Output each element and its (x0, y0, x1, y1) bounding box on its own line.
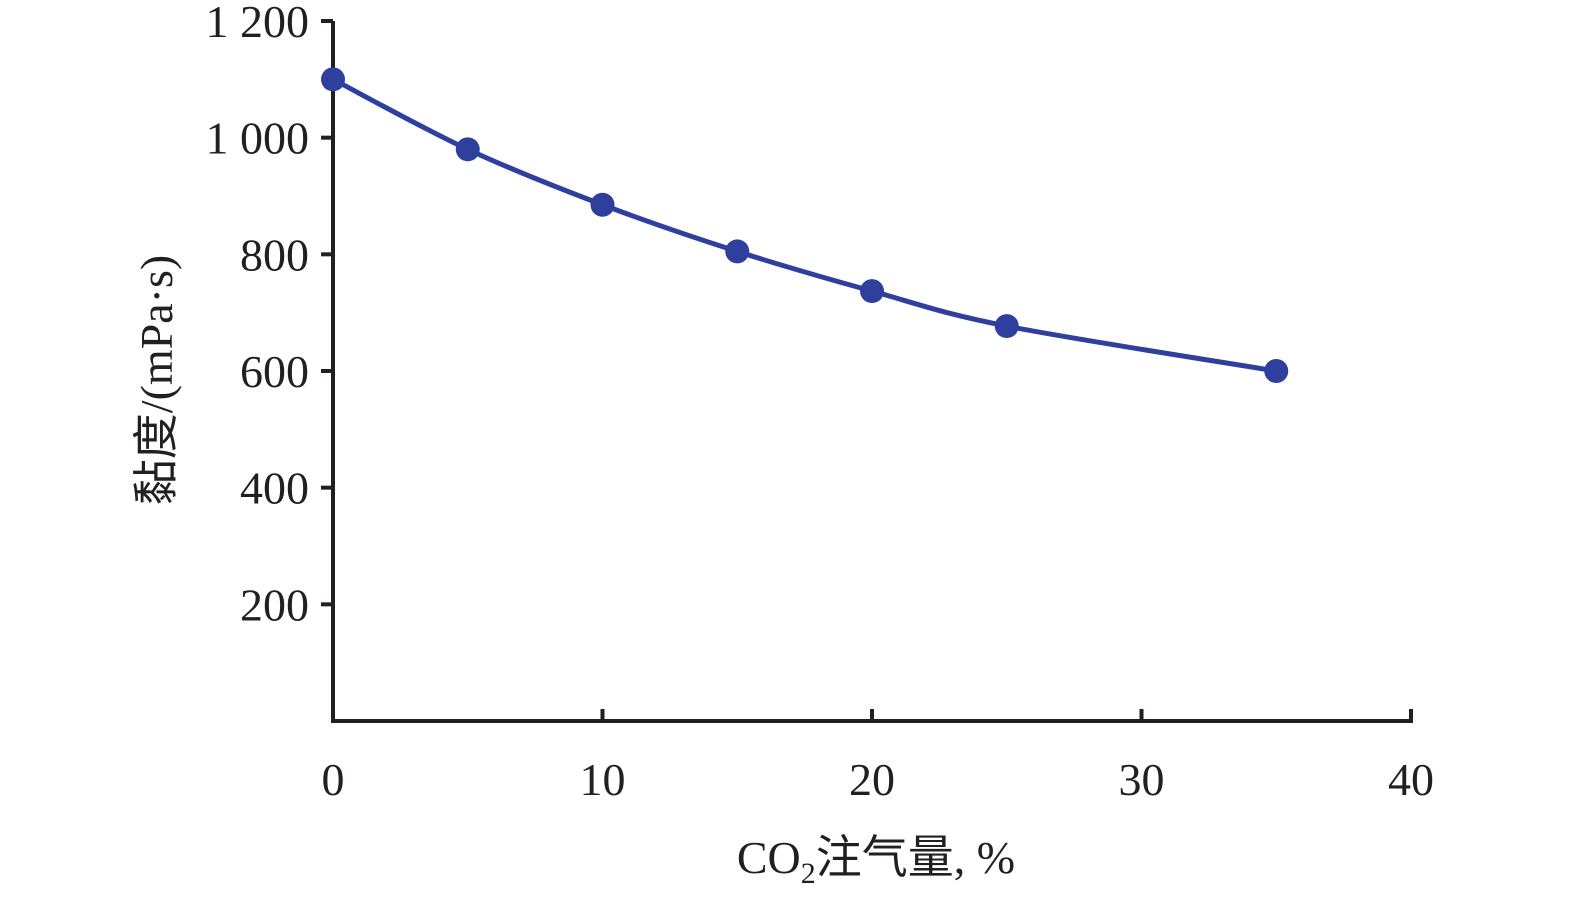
data-point (860, 279, 884, 304)
data-point (994, 314, 1019, 339)
y-tick-label: 1 200 (206, 0, 310, 47)
x-tick-label: 20 (849, 754, 895, 805)
x-tick-label: 30 (1119, 754, 1165, 805)
y-tick-label: 200 (240, 579, 309, 630)
x-axis-title-subscript: 2 (801, 857, 816, 890)
data-point (1264, 359, 1289, 383)
x-axis-title: CO2注气量, % (737, 832, 1015, 890)
x-tick-label: 0 (322, 754, 345, 805)
x-tick-label: 10 (580, 754, 626, 805)
data-point (321, 67, 345, 92)
y-tick-label: 1 000 (206, 113, 310, 164)
y-tick-label: 800 (240, 229, 309, 280)
y-tick-label: 400 (240, 463, 309, 514)
axis-labels: CO2注气量, % 黏度/(mPa·s) (131, 255, 1015, 890)
data-point (455, 137, 480, 162)
x-axis-title-suffix: 注气量, % (816, 832, 1015, 883)
series-line (330, 76, 1279, 374)
y-tick-label: 600 (240, 346, 309, 397)
data-point (725, 239, 750, 264)
data-point (590, 192, 615, 217)
series-layer (321, 67, 1289, 383)
axes: 200 400 600 800 1 000 1 200 0 10 20 30 40 (206, 0, 1435, 805)
x-tick-label: 40 (1388, 754, 1434, 805)
x-axis-title-prefix: CO (737, 832, 801, 883)
y-axis-title: 黏度/(mPa·s) (131, 255, 182, 505)
